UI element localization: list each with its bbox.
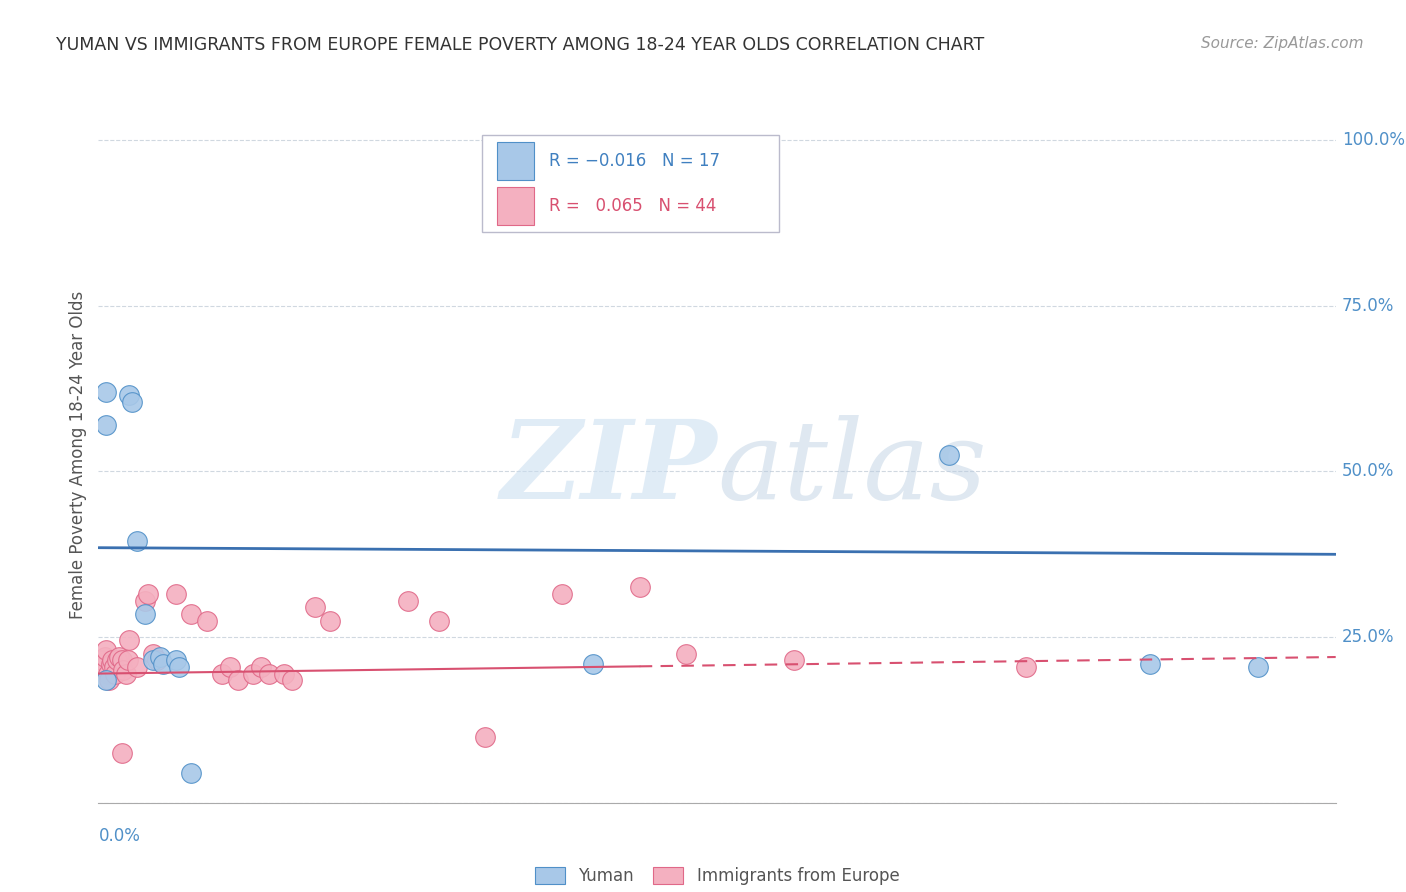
Point: [96, 643, 118, 657]
Point: [118, 633, 141, 648]
Point: [141, 647, 165, 661]
Point: [783, 653, 806, 667]
Point: [134, 607, 156, 621]
Point: [121, 395, 143, 409]
Point: [180, 607, 202, 621]
Text: Source: ZipAtlas.com: Source: ZipAtlas.com: [1201, 36, 1364, 51]
Text: R =   0.065   N = 44: R = 0.065 N = 44: [548, 197, 716, 215]
Text: 25.0%: 25.0%: [1341, 628, 1395, 646]
Point: [146, 653, 169, 667]
Point: [103, 660, 125, 674]
Point: [167, 660, 190, 674]
Point: [211, 666, 233, 681]
Point: [105, 653, 128, 667]
Point: [474, 730, 496, 744]
Text: 50.0%: 50.0%: [1341, 462, 1395, 481]
Point: [100, 657, 122, 671]
Legend: Yuman, Immigrants from Europe: Yuman, Immigrants from Europe: [534, 867, 900, 885]
Point: [118, 388, 141, 402]
Text: 0.0%: 0.0%: [98, 827, 141, 845]
Point: [127, 660, 149, 674]
Point: [250, 660, 273, 674]
Point: [134, 593, 156, 607]
Point: [319, 614, 342, 628]
Point: [90, 653, 112, 667]
Text: R = −0.016   N = 17: R = −0.016 N = 17: [548, 152, 720, 170]
Point: [112, 663, 135, 677]
Point: [104, 666, 127, 681]
Point: [1139, 657, 1161, 671]
Text: 75.0%: 75.0%: [1341, 297, 1395, 315]
Y-axis label: Female Poverty Among 18-24 Year Olds: Female Poverty Among 18-24 Year Olds: [69, 291, 87, 619]
Text: 100.0%: 100.0%: [1341, 131, 1405, 149]
Point: [111, 653, 132, 667]
Point: [101, 653, 124, 667]
Text: YUMAN VS IMMIGRANTS FROM EUROPE FEMALE POVERTY AMONG 18-24 YEAR OLDS CORRELATION: YUMAN VS IMMIGRANTS FROM EUROPE FEMALE P…: [56, 36, 984, 54]
Point: [1015, 660, 1038, 674]
Point: [938, 448, 960, 462]
Point: [551, 587, 574, 601]
Point: [149, 650, 172, 665]
FancyBboxPatch shape: [496, 187, 534, 226]
Point: [117, 653, 139, 667]
Point: [427, 614, 450, 628]
Point: [96, 384, 118, 399]
Point: [165, 587, 187, 601]
Point: [273, 666, 295, 681]
Point: [219, 660, 242, 674]
Point: [96, 418, 118, 433]
Point: [281, 673, 304, 688]
Point: [242, 666, 264, 681]
Text: atlas: atlas: [717, 415, 987, 523]
Point: [628, 581, 651, 595]
Point: [165, 653, 187, 667]
Point: [107, 650, 129, 665]
Point: [136, 587, 159, 601]
Point: [304, 600, 326, 615]
Point: [675, 647, 697, 661]
Point: [141, 653, 165, 667]
Point: [195, 614, 218, 628]
Point: [115, 666, 138, 681]
Point: [152, 657, 174, 671]
Point: [226, 673, 249, 688]
Point: [582, 657, 605, 671]
Point: [180, 766, 202, 780]
Point: [1247, 660, 1270, 674]
Point: [93, 650, 115, 665]
Point: [257, 666, 280, 681]
Text: ZIP: ZIP: [501, 415, 717, 523]
FancyBboxPatch shape: [496, 142, 534, 180]
FancyBboxPatch shape: [482, 135, 779, 232]
Point: [127, 534, 149, 549]
Point: [97, 666, 120, 681]
Point: [96, 673, 118, 688]
Point: [91, 660, 114, 674]
Point: [111, 746, 132, 760]
Point: [396, 593, 419, 607]
Point: [98, 673, 121, 688]
